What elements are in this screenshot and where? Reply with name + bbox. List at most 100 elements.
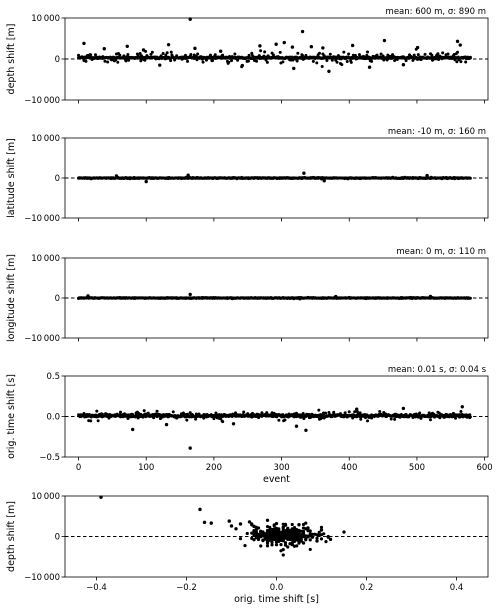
data-point bbox=[274, 535, 279, 539]
data-point bbox=[272, 527, 276, 531]
data-point bbox=[211, 59, 215, 63]
data-point bbox=[265, 60, 269, 64]
data-point bbox=[319, 537, 324, 541]
data-point bbox=[274, 521, 279, 526]
data-point bbox=[196, 52, 200, 56]
data-point bbox=[106, 60, 110, 64]
data-point bbox=[138, 51, 142, 55]
data-point bbox=[328, 52, 332, 56]
data-point bbox=[118, 53, 122, 57]
data-point bbox=[209, 521, 213, 525]
data-point bbox=[142, 409, 146, 413]
data-point bbox=[186, 173, 190, 177]
xtick-label: −0.4 bbox=[86, 583, 107, 593]
data-point bbox=[279, 543, 283, 547]
data-point bbox=[304, 428, 308, 432]
data-point bbox=[247, 520, 252, 524]
data-point bbox=[139, 59, 143, 63]
data-point bbox=[415, 45, 420, 50]
xtick-label: 600 bbox=[476, 463, 492, 473]
data-point bbox=[265, 532, 270, 536]
data-point bbox=[322, 179, 326, 183]
data-point bbox=[300, 29, 305, 34]
data-point bbox=[310, 535, 315, 539]
data-point bbox=[370, 59, 374, 63]
data-point bbox=[347, 52, 351, 56]
data-point bbox=[328, 537, 333, 542]
data-point bbox=[231, 422, 236, 426]
data-point bbox=[327, 69, 331, 74]
data-point bbox=[286, 537, 290, 541]
data-point bbox=[423, 52, 427, 56]
data-point bbox=[227, 60, 231, 64]
data-point bbox=[260, 411, 264, 415]
data-point bbox=[310, 532, 315, 536]
stats-annotation: mean: 600 m, σ: 890 m bbox=[386, 7, 486, 17]
data-point bbox=[278, 50, 282, 54]
data-point bbox=[188, 411, 192, 415]
data-point bbox=[468, 55, 472, 59]
data-point bbox=[393, 58, 397, 62]
data-points bbox=[77, 292, 472, 301]
data-point bbox=[89, 53, 93, 57]
data-point bbox=[464, 60, 468, 64]
data-point bbox=[254, 527, 258, 531]
data-point bbox=[436, 52, 440, 56]
stats-annotation: mean: 0.01 s, σ: 0.04 s bbox=[388, 365, 487, 375]
data-point bbox=[103, 59, 107, 63]
y-axis-label: latitude shift [m] bbox=[6, 138, 17, 218]
data-point bbox=[459, 60, 463, 64]
data-point bbox=[126, 53, 130, 57]
data-point bbox=[468, 415, 472, 419]
data-point bbox=[281, 548, 285, 552]
data-point bbox=[322, 532, 326, 536]
data-point bbox=[456, 50, 460, 54]
data-point bbox=[272, 524, 276, 528]
data-point bbox=[401, 63, 406, 67]
data-point bbox=[340, 63, 344, 67]
data-point bbox=[82, 41, 86, 46]
data-point bbox=[308, 538, 312, 542]
ytick-label: −10 000 bbox=[24, 334, 60, 344]
data-points bbox=[99, 495, 346, 557]
data-point bbox=[468, 296, 472, 300]
data-point bbox=[335, 60, 339, 64]
ytick-label: 10 000 bbox=[31, 254, 60, 264]
data-point bbox=[309, 45, 314, 49]
data-point bbox=[378, 410, 382, 414]
data-point bbox=[441, 51, 445, 55]
data-point bbox=[189, 53, 193, 57]
data-point bbox=[283, 543, 288, 547]
data-point bbox=[330, 58, 334, 62]
data-point bbox=[279, 537, 283, 541]
data-point bbox=[144, 179, 148, 184]
data-point bbox=[332, 410, 336, 414]
ytick-label: −10 000 bbox=[24, 214, 60, 224]
data-point bbox=[212, 417, 216, 421]
data-point bbox=[188, 17, 192, 21]
data-point bbox=[277, 418, 281, 422]
data-point bbox=[355, 407, 359, 411]
data-point bbox=[202, 520, 207, 525]
data-point bbox=[428, 418, 432, 422]
data-point bbox=[95, 409, 99, 413]
data-point bbox=[404, 59, 408, 63]
data-point bbox=[143, 58, 147, 62]
data-point bbox=[366, 50, 370, 54]
data-point bbox=[315, 539, 319, 543]
panel-time-event: −0.5 0.0 0.5 0 100 200 300 400 500 600 orig. time … bbox=[6, 365, 493, 485]
panel-longitude-event: −10 000 0 10 000 longitude shift [m] mean: 0… bbox=[6, 247, 489, 344]
data-point bbox=[401, 406, 406, 411]
data-point bbox=[165, 51, 169, 55]
data-point bbox=[141, 48, 146, 52]
data-point bbox=[242, 410, 246, 414]
data-point bbox=[198, 507, 202, 512]
data-point bbox=[185, 418, 189, 422]
data-point bbox=[295, 533, 299, 537]
data-point bbox=[342, 530, 346, 534]
ytick-label: 0 bbox=[55, 533, 60, 543]
data-point bbox=[193, 46, 197, 51]
data-point bbox=[82, 411, 86, 415]
data-point bbox=[114, 174, 119, 178]
data-point bbox=[315, 61, 319, 65]
